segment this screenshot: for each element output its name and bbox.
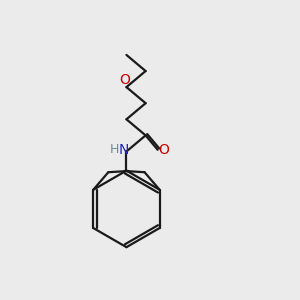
Text: O: O [119,73,130,87]
Text: H: H [110,143,119,157]
Text: N: N [119,143,129,157]
Text: O: O [159,143,170,157]
